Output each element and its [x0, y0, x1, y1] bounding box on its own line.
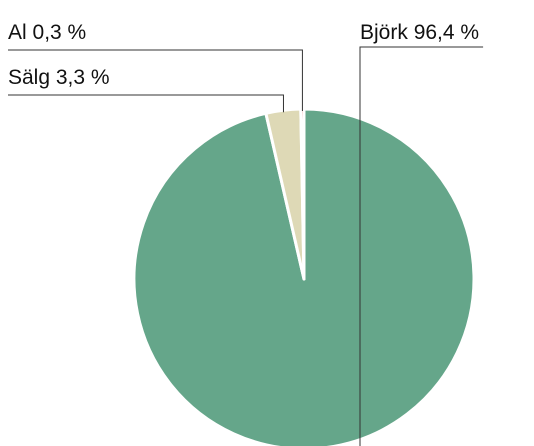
- leader-line: [8, 49, 303, 112]
- pie-slice: [132, 107, 476, 446]
- slice-label-name: Sälg: [8, 66, 50, 89]
- slice-label-name: Al: [8, 21, 27, 44]
- leader-line: [8, 94, 284, 113]
- slice-label-value: 0,3 %: [33, 21, 87, 44]
- leader-line: [359, 46, 484, 446]
- slice-label: Björk 96,4 %: [360, 21, 479, 44]
- slice-label-value: 96,4 %: [414, 21, 479, 44]
- slice-label: Sälg 3,3 %: [8, 66, 110, 89]
- slice-label-name: Björk: [360, 21, 408, 44]
- slice-label-value: 3,3 %: [56, 66, 110, 89]
- slice-label: Al 0,3 %: [8, 21, 86, 44]
